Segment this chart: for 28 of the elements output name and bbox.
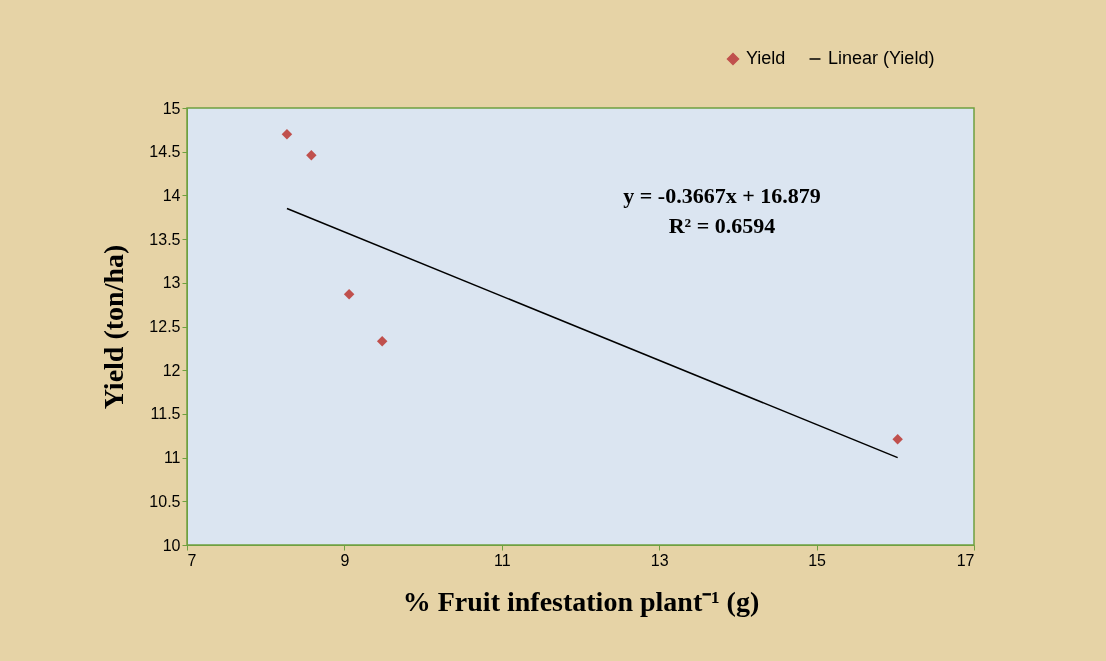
y-tick-label: 14 bbox=[162, 186, 181, 204]
y-tick-label: 13 bbox=[162, 274, 181, 292]
y-tick-label: 11 bbox=[163, 449, 181, 467]
y-tick-label: 14.5 bbox=[149, 143, 181, 161]
point bbox=[306, 149, 317, 161]
x-tick-label: 9 bbox=[340, 551, 350, 569]
annotation: y = -0.3667x + 16.879 bbox=[623, 183, 821, 208]
x-axis-title: % Fruit infestation plant⁻¹ (g) bbox=[402, 585, 760, 617]
x-tick-label: 11 bbox=[494, 551, 511, 569]
y-tick-label: 11.5 bbox=[150, 405, 181, 423]
y-tick-label: 15 bbox=[162, 99, 181, 117]
point bbox=[343, 288, 355, 300]
x-tick-label: 15 bbox=[808, 551, 827, 569]
annotation: R² = 0.6594 bbox=[668, 213, 776, 238]
x-tick-label: 17 bbox=[956, 551, 975, 569]
point bbox=[376, 336, 388, 347]
y-tick-label: 12 bbox=[162, 361, 181, 379]
x-tick-label: 7 bbox=[187, 551, 197, 569]
y-tick-label: 12.5 bbox=[149, 318, 181, 335]
point bbox=[281, 128, 293, 140]
y-tick-label: 10 bbox=[162, 536, 181, 554]
x-tick-label: 13 bbox=[650, 551, 669, 569]
y-tick-label: 10.5 bbox=[149, 492, 181, 510]
y-tick-label: 13.5 bbox=[149, 230, 181, 248]
legend-label: Linear (Yield) bbox=[828, 48, 935, 68]
legend-label: Yield bbox=[746, 48, 786, 68]
y-axis-title: Yield (ton/ha) bbox=[98, 244, 130, 410]
point bbox=[892, 434, 903, 445]
